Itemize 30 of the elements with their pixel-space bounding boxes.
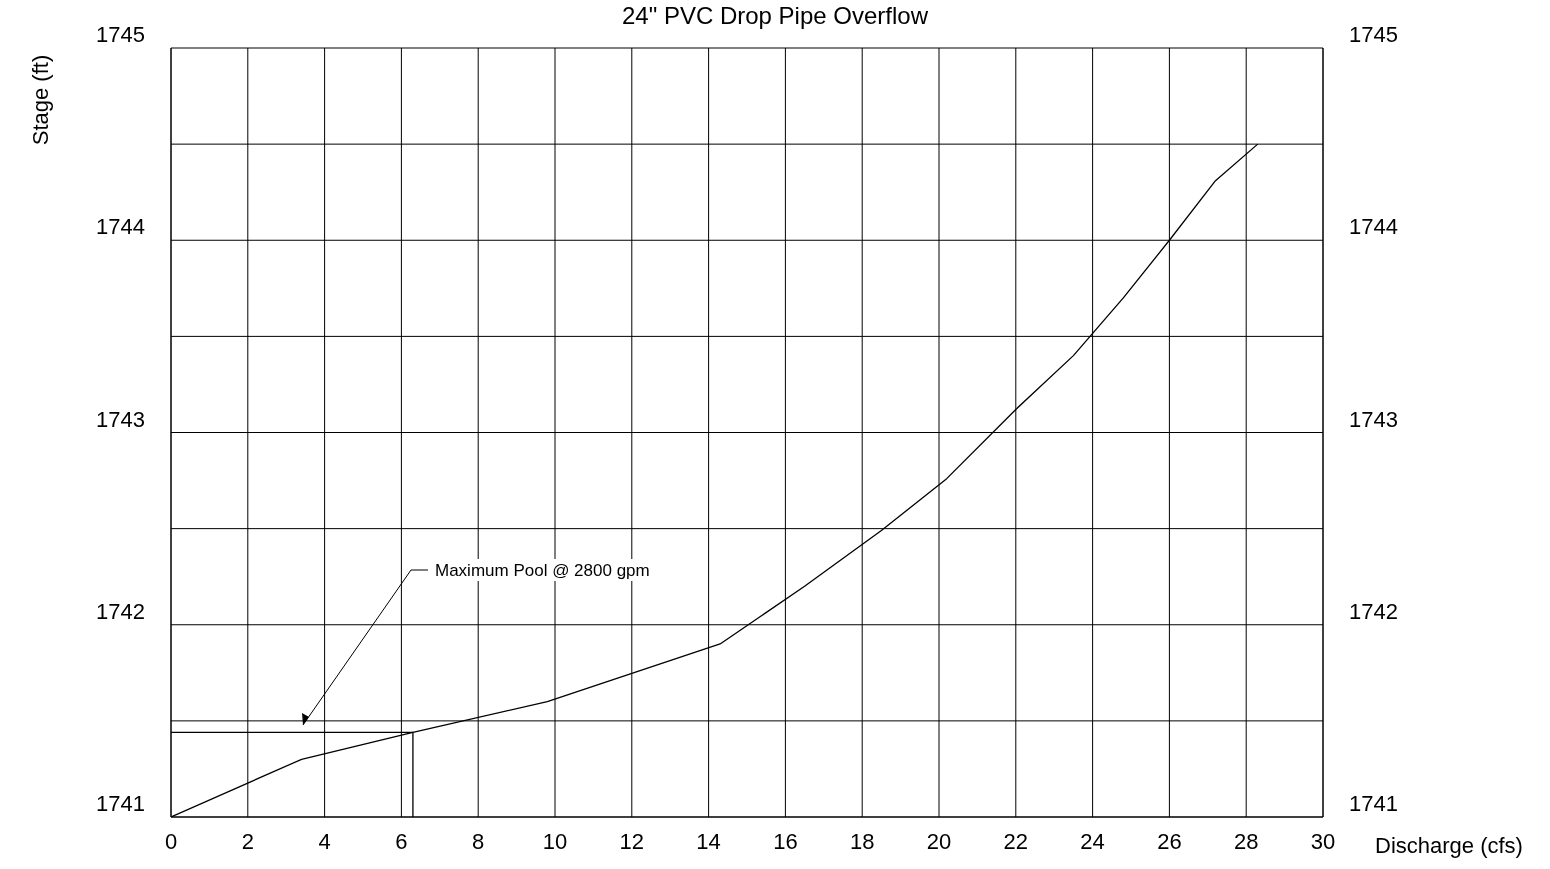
y2-tick-label: 1743 bbox=[1349, 406, 1398, 432]
x-tick-label: 22 bbox=[1003, 828, 1029, 854]
y2-tick-label: 1742 bbox=[1349, 598, 1398, 624]
y-axis-title: Stage (ft) bbox=[28, 54, 53, 146]
x-tick-label: 26 bbox=[1157, 828, 1182, 854]
x-tick-label: 2 bbox=[241, 828, 254, 854]
x-tick-label: 18 bbox=[849, 828, 875, 854]
x-tick-label: 0 bbox=[164, 828, 178, 854]
x-tick-label: 4 bbox=[318, 828, 331, 854]
y-tick-label: 1741 bbox=[96, 791, 145, 816]
x-tick-label: 20 bbox=[926, 828, 952, 854]
x-tick-label: 24 bbox=[1080, 828, 1105, 854]
x-tick-label: 10 bbox=[542, 828, 568, 854]
y2-tick-label: 1744 bbox=[1349, 214, 1398, 240]
y2-tick-label: 1745 bbox=[1349, 22, 1398, 47]
y-tick-label: 1742 bbox=[96, 598, 145, 624]
x-tick-label: 8 bbox=[472, 828, 485, 854]
x-tick-label: 28 bbox=[1233, 828, 1259, 854]
x-tick-label: 14 bbox=[696, 828, 721, 854]
x-tick-label: 12 bbox=[619, 828, 645, 854]
x-tick-label: 30 bbox=[1310, 828, 1336, 854]
y2-tick-label: 1741 bbox=[1349, 791, 1398, 816]
y-tick-label: 1745 bbox=[96, 22, 145, 47]
chart-title: 24" PVC Drop Pipe Overflow bbox=[622, 2, 928, 29]
annotation: Maximum Pool @ 2800 gpm bbox=[435, 561, 650, 580]
y-tick-label: 1743 bbox=[96, 406, 145, 432]
x-tick-label: 16 bbox=[773, 828, 798, 854]
y-tick-label: 1744 bbox=[96, 214, 145, 240]
x-axis-title: Discharge (cfs) bbox=[1375, 833, 1523, 858]
x-tick-label: 6 bbox=[395, 828, 408, 854]
